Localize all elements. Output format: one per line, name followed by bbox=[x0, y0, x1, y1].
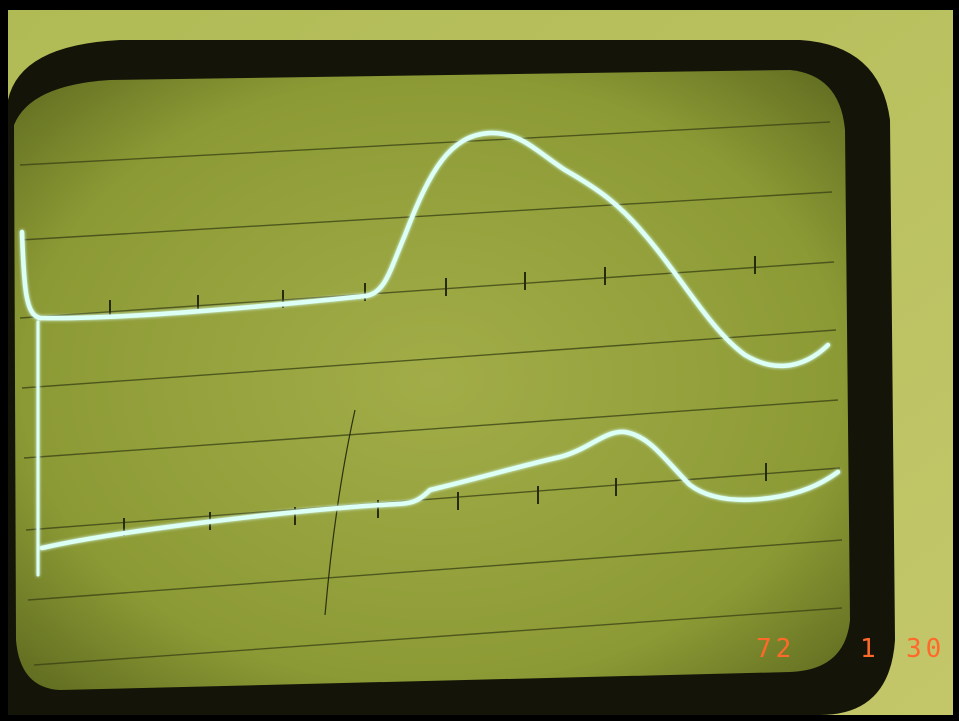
page: 72 1 30 (() => { const data = JSON.parse… bbox=[0, 0, 959, 721]
photo: 72 1 30 bbox=[0, 0, 959, 721]
date-day: 30 bbox=[906, 634, 945, 664]
date-year: 72 bbox=[756, 634, 795, 664]
date-month: 1 bbox=[860, 634, 880, 664]
